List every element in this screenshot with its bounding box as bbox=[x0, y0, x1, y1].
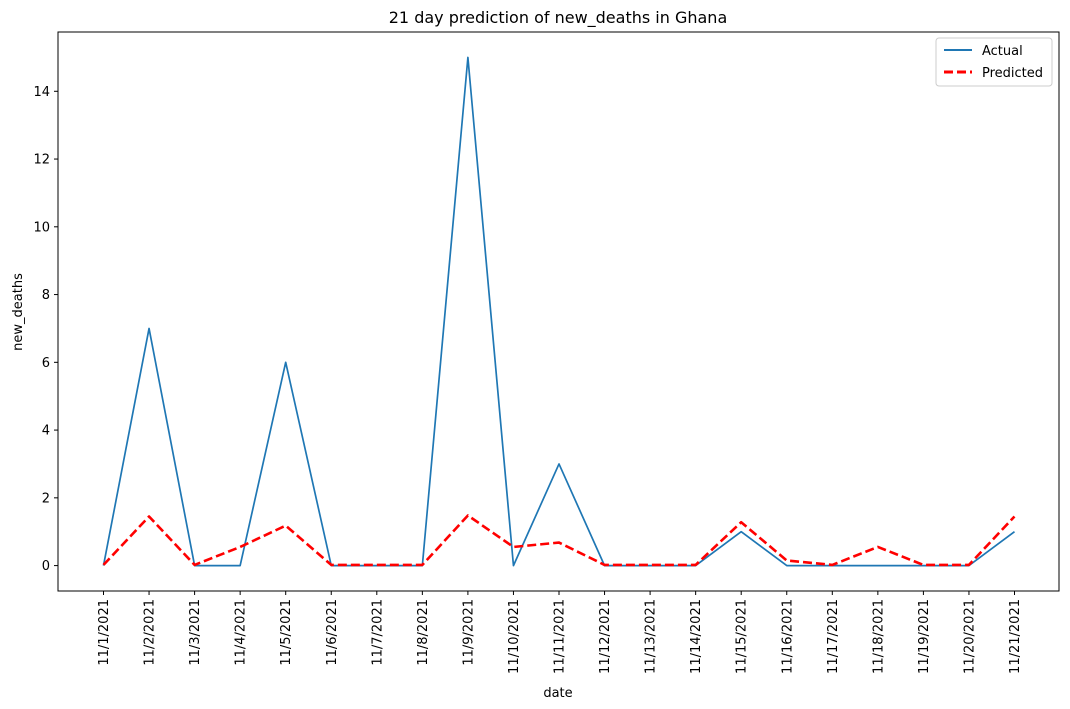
x-tick-label: 11/21/2021 bbox=[1008, 599, 1023, 674]
x-tick-label: 11/12/2021 bbox=[598, 599, 613, 674]
x-tick-label: 11/3/2021 bbox=[188, 599, 203, 666]
y-tick-label: 8 bbox=[42, 288, 50, 303]
x-tick-label: 11/20/2021 bbox=[962, 599, 977, 674]
x-tick-label: 11/5/2021 bbox=[279, 599, 294, 666]
y-tick-label: 14 bbox=[33, 85, 50, 100]
legend-label-actual: Actual bbox=[982, 44, 1023, 59]
x-tick-label: 11/13/2021 bbox=[644, 599, 659, 674]
plot-area bbox=[57, 31, 1060, 592]
x-tick-label: 11/7/2021 bbox=[370, 599, 385, 666]
series-layer bbox=[102, 56, 1016, 567]
x-tick-label: 11/10/2021 bbox=[507, 599, 522, 674]
x-tick-label: 11/1/2021 bbox=[97, 599, 112, 666]
y-tick-label: 10 bbox=[33, 220, 50, 235]
x-tick-label: 11/9/2021 bbox=[461, 599, 476, 666]
legend-label-predicted: Predicted bbox=[982, 66, 1043, 81]
series-line-actual bbox=[102, 56, 1016, 567]
x-tick-label: 11/11/2021 bbox=[553, 599, 568, 674]
y-tick-label: 2 bbox=[42, 491, 50, 506]
legend: Actual Predicted bbox=[935, 37, 1053, 87]
chart-title: 21 day prediction of new_deaths in Ghana bbox=[389, 8, 728, 28]
x-tick-label: 11/17/2021 bbox=[826, 599, 841, 674]
x-tick-label: 11/8/2021 bbox=[416, 599, 431, 666]
x-tick-label: 11/2/2021 bbox=[143, 599, 158, 666]
y-tick-label: 12 bbox=[33, 153, 50, 168]
y-tick-label: 6 bbox=[42, 356, 50, 371]
x-tick-label: 11/14/2021 bbox=[689, 599, 704, 674]
x-tick-label: 11/19/2021 bbox=[917, 599, 932, 674]
x-axis: 11/1/2021 11/2/2021 11/3/2021 11/4/2021 11/5… bbox=[97, 591, 1023, 674]
x-tick-label: 11/6/2021 bbox=[325, 599, 340, 666]
x-axis-title: date bbox=[543, 686, 572, 701]
x-tick-label: 11/4/2021 bbox=[234, 599, 249, 666]
y-tick-label: 0 bbox=[42, 559, 50, 574]
y-axis-title: new_deaths bbox=[11, 273, 26, 351]
x-tick-label: 11/15/2021 bbox=[735, 599, 750, 674]
y-tick-label: 4 bbox=[42, 424, 50, 439]
x-tick-label: 11/16/2021 bbox=[780, 599, 795, 674]
y-axis: 0 2 4 6 8 10 12 14 bbox=[33, 85, 58, 574]
x-tick-label: 11/18/2021 bbox=[871, 599, 886, 674]
series-line-predicted bbox=[102, 514, 1016, 567]
